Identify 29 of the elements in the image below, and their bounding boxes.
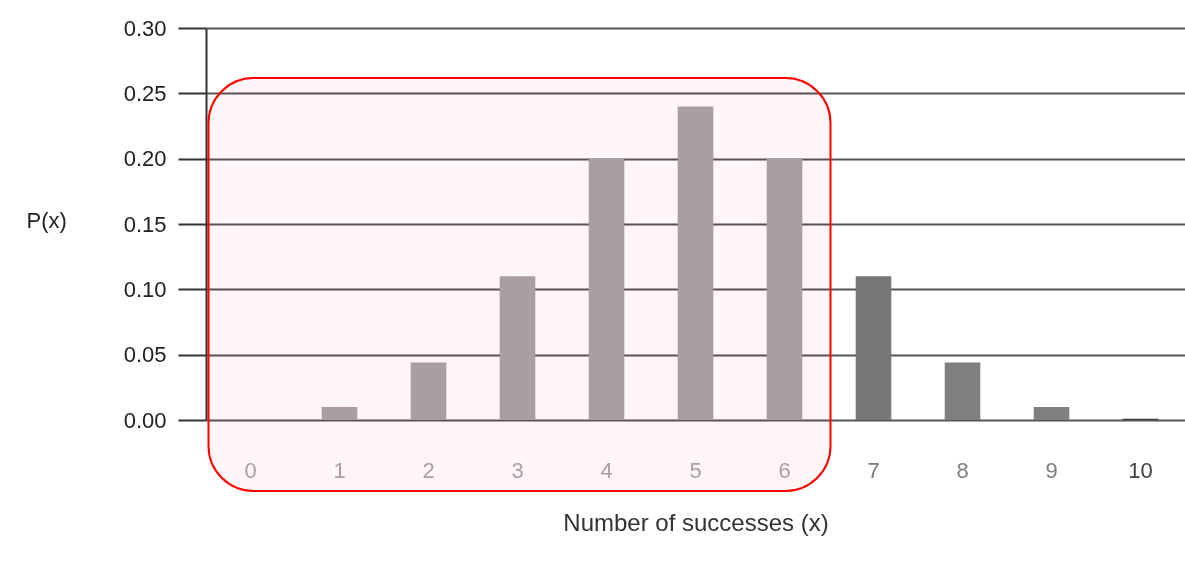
bar <box>1033 406 1070 420</box>
x-tick-label: 7 <box>867 457 880 483</box>
bar <box>588 158 625 420</box>
x-tick-label: 3 <box>511 457 524 483</box>
y-tick-label: 0.25 <box>123 80 167 106</box>
x-tick-label: 6 <box>778 457 791 483</box>
y-tick-label: 0.05 <box>123 342 167 368</box>
x-tick-label: 2 <box>422 457 435 483</box>
bar <box>499 276 536 420</box>
y-tick-label: 0.30 <box>123 15 167 41</box>
y-tick-label: 0.10 <box>123 276 167 302</box>
x-tick-label: 4 <box>600 457 613 483</box>
bar <box>944 362 981 420</box>
bar <box>321 406 358 420</box>
y-axis-title: P(x) <box>26 207 67 233</box>
bar <box>410 362 447 420</box>
x-tick-label: 0 <box>244 457 257 483</box>
bar <box>677 106 714 420</box>
x-tick-label: 5 <box>689 457 702 483</box>
y-tick-label: 0.00 <box>123 407 167 433</box>
y-tick-label: 0.15 <box>123 211 167 237</box>
bar <box>855 276 892 420</box>
x-tick-label: 9 <box>1045 457 1058 483</box>
bar <box>766 158 803 420</box>
x-tick-label: 8 <box>956 457 969 483</box>
y-tick-label: 0.20 <box>123 146 167 172</box>
x-tick-label: 10 <box>1128 457 1153 483</box>
x-axis-title: Number of successes (x) <box>563 508 829 536</box>
x-tick-label: 1 <box>333 457 346 483</box>
